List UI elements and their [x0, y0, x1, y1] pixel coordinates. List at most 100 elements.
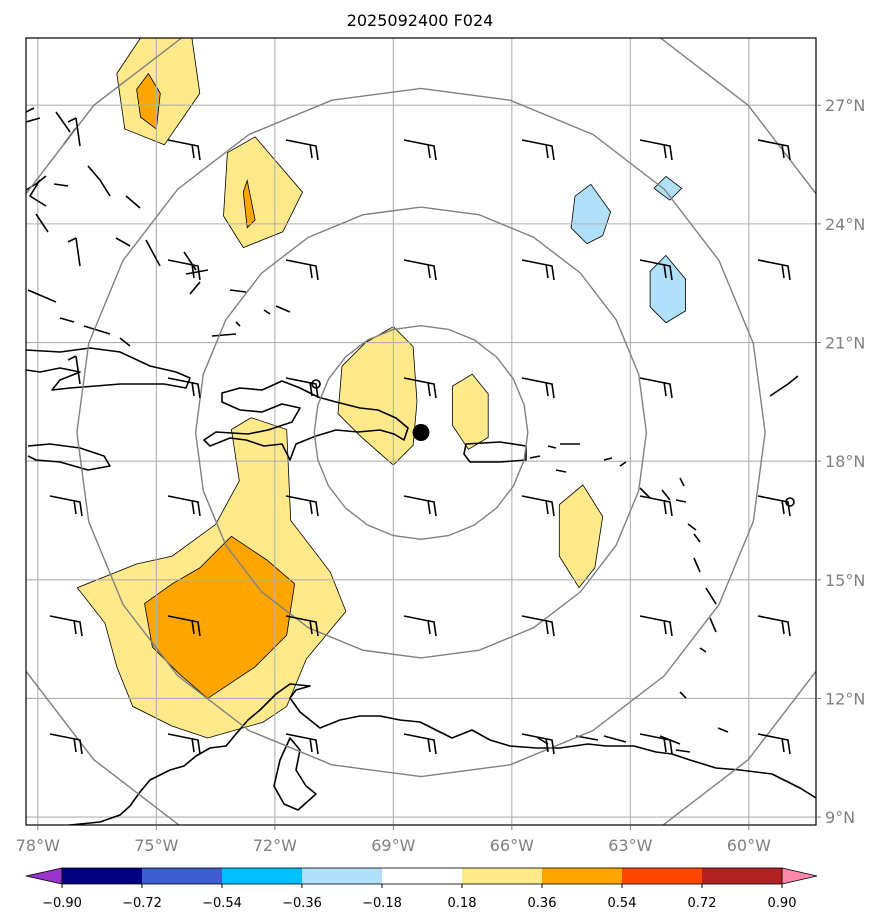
wind-barb [67, 237, 81, 267]
shaded-region [571, 184, 611, 244]
barb-staff [521, 259, 555, 281]
colorbar-label: 0.54 [608, 896, 637, 911]
shaded-field-layer [76, 38, 686, 739]
range-ring [76, 87, 766, 778]
barb-staff [639, 139, 673, 161]
latitude-tick-label: 15°N [825, 571, 865, 590]
wind-barb [639, 615, 673, 637]
barb-staff [403, 615, 437, 637]
barb-staff [639, 615, 673, 637]
wind-barb [521, 139, 555, 161]
barb-staff [167, 377, 201, 399]
range-ring [313, 324, 529, 541]
wind-barb [167, 377, 201, 399]
wind-barb [167, 615, 201, 637]
barb-staff [285, 495, 319, 517]
barb-staff [639, 259, 673, 281]
wind-barb [403, 495, 437, 517]
contour-line [452, 373, 489, 450]
wind-barb [639, 733, 673, 755]
contour-line [570, 183, 612, 245]
wind-barb [67, 355, 81, 385]
longitude-tick-label: 75°W [134, 836, 178, 855]
wind-barb [757, 495, 791, 517]
contour-line [649, 254, 686, 324]
barb-staff [521, 733, 555, 755]
colorbar-label: 0.18 [448, 896, 477, 911]
longitude-tick-label: 63°W [608, 836, 652, 855]
map-frame [25, 37, 817, 826]
barb-staff [769, 375, 799, 397]
colorbar-swatch [62, 868, 142, 884]
wind-barb [285, 495, 319, 517]
wind-barb [757, 733, 791, 755]
wind-barb [49, 733, 83, 755]
wind-barb [167, 139, 201, 161]
barb-staff [285, 377, 319, 399]
wind-barb [403, 259, 437, 281]
barb-staff [67, 117, 81, 147]
latitude-tick-label: 24°N [825, 215, 865, 234]
barb-staff [285, 259, 319, 281]
shaded-region [223, 136, 303, 248]
wind-barb [521, 377, 555, 399]
wind-barb [639, 139, 673, 161]
wind-barb [167, 733, 201, 755]
colorbar-swatch [142, 868, 222, 884]
wind-barb [285, 733, 319, 755]
barb-staff [167, 733, 201, 755]
latitude-tick-label: 21°N [825, 334, 865, 353]
colorbar-swatch [222, 868, 302, 884]
wind-barb [67, 117, 81, 147]
wind-barb [521, 615, 555, 637]
barb-staff [285, 733, 319, 755]
wind-barb [285, 139, 319, 161]
wind-barb [639, 377, 673, 399]
shaded-region [136, 73, 161, 129]
contour-line [337, 326, 418, 466]
colorbar-swatch [382, 868, 462, 884]
contour-line [116, 38, 201, 146]
colorbar-label: −0.90 [42, 896, 82, 911]
storm-center-marker [412, 424, 430, 441]
range-rings [26, 38, 816, 825]
barb-staff [757, 733, 791, 755]
colorbar-label: 0.90 [768, 896, 797, 911]
barb-staff [49, 495, 83, 517]
barb-staff [403, 733, 437, 755]
contour-line [76, 417, 347, 739]
barb-staff [403, 495, 437, 517]
barb-staff [49, 733, 83, 755]
wind-barb [167, 495, 201, 517]
colorbar-label: −0.18 [362, 896, 402, 911]
wind-barb [403, 139, 437, 161]
shaded-region [452, 374, 489, 450]
colorbar-swatch [542, 868, 622, 884]
barb-staff [639, 377, 673, 399]
colorbar-swatch [462, 868, 542, 884]
barb-staff [49, 615, 83, 637]
latitude-tick-label: 27°N [825, 96, 865, 115]
storm-center-layer [412, 424, 430, 441]
latitude-tick-label: 18°N [825, 452, 865, 471]
shaded-region [654, 176, 682, 201]
barb-staff [639, 495, 673, 517]
colorbar-label: −0.72 [122, 896, 162, 911]
barb-staff [403, 377, 437, 399]
colorbar-label: 0.72 [688, 896, 717, 911]
longitude-ticks: 78°W 75°W 72°W 69°W 66°W 63°W 60°W [16, 825, 771, 855]
colorbar-swatch [302, 868, 382, 884]
barb-staff [167, 139, 201, 161]
colorbar-swatch [702, 868, 782, 884]
barb-staff [521, 377, 555, 399]
wind-barb [285, 615, 319, 637]
figure-title: 2025092400 F024 [347, 11, 494, 30]
range-ring [194, 206, 648, 659]
colorbar-extend-max [781, 867, 818, 885]
longitude-tick-label: 69°W [371, 836, 415, 855]
wind-barb [757, 139, 791, 161]
contour-line [558, 484, 604, 589]
longitude-tick-label: 72°W [253, 836, 297, 855]
shaded-region [559, 484, 603, 588]
